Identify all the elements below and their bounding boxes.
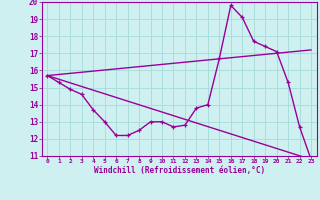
X-axis label: Windchill (Refroidissement éolien,°C): Windchill (Refroidissement éolien,°C)	[94, 166, 265, 175]
